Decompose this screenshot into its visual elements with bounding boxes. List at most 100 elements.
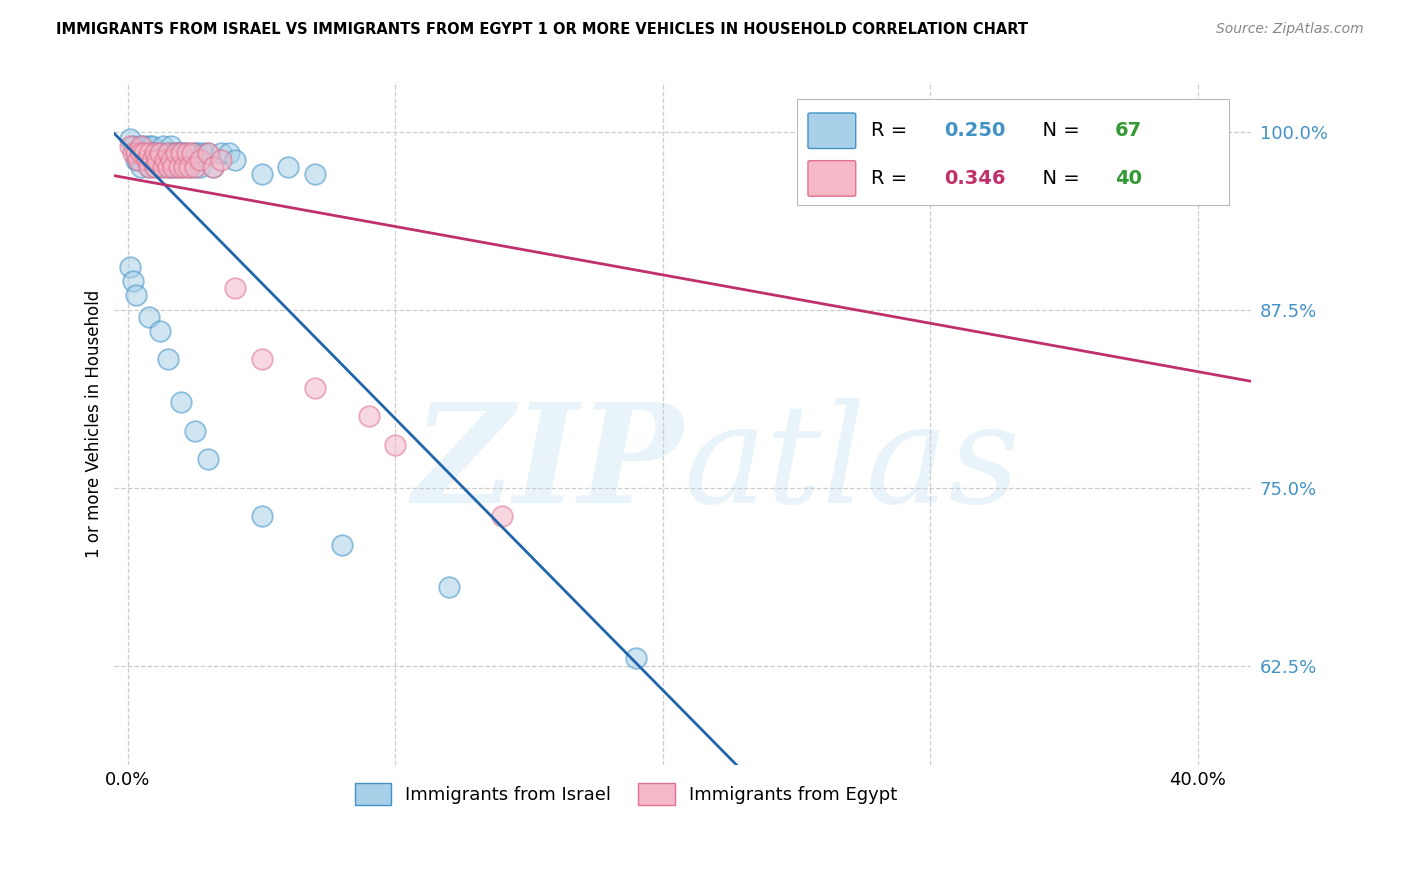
Point bbox=[143, 146, 166, 161]
Point bbox=[330, 537, 353, 551]
Point bbox=[138, 161, 160, 175]
Point bbox=[167, 146, 190, 161]
Point bbox=[149, 146, 172, 161]
Point bbox=[197, 452, 219, 467]
Point bbox=[188, 161, 211, 175]
Point bbox=[143, 161, 166, 175]
Point bbox=[159, 139, 181, 153]
Point bbox=[224, 153, 246, 168]
Point bbox=[138, 139, 160, 153]
Point bbox=[122, 274, 145, 288]
Point bbox=[156, 161, 179, 175]
Point bbox=[202, 161, 225, 175]
Point bbox=[152, 139, 174, 153]
Point bbox=[138, 146, 160, 161]
Point bbox=[129, 146, 152, 161]
Point bbox=[188, 153, 211, 168]
Point bbox=[146, 153, 169, 168]
Text: R =: R = bbox=[870, 169, 912, 188]
Point bbox=[152, 153, 174, 168]
Text: 67: 67 bbox=[1115, 121, 1142, 140]
Point bbox=[159, 161, 181, 175]
Point bbox=[250, 352, 273, 367]
Point bbox=[173, 146, 195, 161]
Point bbox=[170, 161, 193, 175]
Point bbox=[209, 146, 232, 161]
Point bbox=[176, 146, 198, 161]
Point bbox=[181, 146, 204, 161]
Point bbox=[437, 580, 460, 594]
Point bbox=[149, 324, 172, 338]
Point bbox=[183, 161, 205, 175]
Point bbox=[143, 153, 166, 168]
Point bbox=[167, 161, 190, 175]
Point bbox=[384, 438, 406, 452]
Point bbox=[250, 509, 273, 524]
Text: Source: ZipAtlas.com: Source: ZipAtlas.com bbox=[1216, 22, 1364, 37]
Point bbox=[170, 146, 193, 161]
Point bbox=[209, 153, 232, 168]
Text: R =: R = bbox=[870, 121, 912, 140]
Point bbox=[170, 395, 193, 409]
Text: 40: 40 bbox=[1115, 169, 1142, 188]
Point bbox=[176, 146, 198, 161]
Point bbox=[135, 153, 157, 168]
Point bbox=[138, 161, 160, 175]
Point bbox=[277, 161, 299, 175]
Point bbox=[146, 146, 169, 161]
Point bbox=[146, 153, 169, 168]
Point bbox=[179, 161, 201, 175]
Point bbox=[155, 153, 177, 168]
Text: 0.250: 0.250 bbox=[945, 121, 1005, 140]
Point bbox=[143, 161, 166, 175]
Point bbox=[1133, 125, 1156, 139]
Point bbox=[173, 161, 195, 175]
Point bbox=[141, 146, 163, 161]
Point bbox=[129, 146, 152, 161]
Point bbox=[179, 161, 201, 175]
Point bbox=[183, 424, 205, 438]
Point bbox=[183, 146, 205, 161]
Point bbox=[218, 146, 240, 161]
FancyBboxPatch shape bbox=[797, 99, 1229, 205]
Point bbox=[122, 139, 145, 153]
Point bbox=[127, 153, 149, 168]
Point bbox=[129, 161, 152, 175]
Point bbox=[138, 146, 160, 161]
Point bbox=[165, 146, 187, 161]
Point bbox=[125, 146, 148, 161]
Point bbox=[132, 146, 155, 161]
Point bbox=[149, 146, 172, 161]
Point bbox=[135, 146, 157, 161]
Point bbox=[125, 153, 148, 168]
Point bbox=[304, 168, 326, 182]
Point bbox=[156, 146, 179, 161]
Point bbox=[138, 310, 160, 324]
Point bbox=[191, 146, 214, 161]
Point bbox=[129, 139, 152, 153]
Point bbox=[197, 146, 219, 161]
Point bbox=[127, 146, 149, 161]
Point bbox=[120, 132, 142, 146]
Point bbox=[149, 161, 172, 175]
Point bbox=[183, 161, 205, 175]
Point bbox=[141, 139, 163, 153]
Point bbox=[202, 161, 225, 175]
Point bbox=[156, 146, 179, 161]
Point bbox=[120, 139, 142, 153]
Point bbox=[156, 161, 179, 175]
Point bbox=[624, 651, 647, 665]
Point bbox=[304, 381, 326, 395]
Point bbox=[125, 146, 148, 161]
Y-axis label: 1 or more Vehicles in Household: 1 or more Vehicles in Household bbox=[86, 289, 103, 558]
Text: N =: N = bbox=[1029, 169, 1085, 188]
Point bbox=[170, 146, 193, 161]
Point bbox=[122, 146, 145, 161]
Point bbox=[155, 146, 177, 161]
Point bbox=[135, 153, 157, 168]
Point bbox=[125, 288, 148, 302]
Text: N =: N = bbox=[1029, 121, 1085, 140]
Point bbox=[120, 260, 142, 274]
Point bbox=[127, 153, 149, 168]
Point bbox=[224, 281, 246, 295]
